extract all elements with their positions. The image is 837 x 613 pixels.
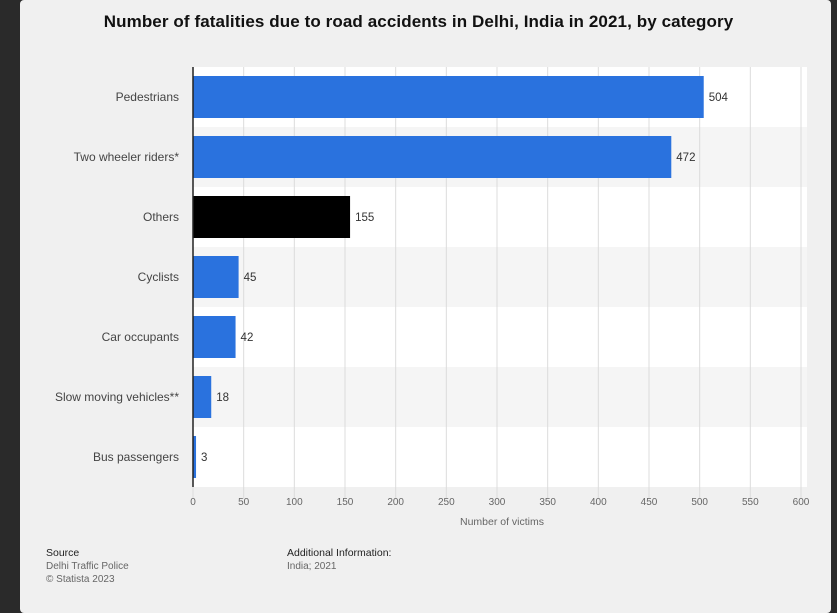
row-band (193, 427, 807, 487)
category-label: Two wheeler riders* (74, 150, 180, 164)
data-label: 42 (241, 332, 254, 344)
category-label: Pedestrians (116, 90, 179, 104)
x-tick-label: 50 (238, 497, 250, 508)
bar (193, 256, 239, 298)
x-tick-label: 300 (489, 497, 506, 508)
bar (193, 316, 236, 358)
bar (193, 196, 351, 238)
additional-info-line: India; 2021 (287, 561, 337, 572)
bar (193, 136, 672, 178)
category-label: Bus passengers (93, 450, 179, 464)
data-label: 18 (216, 392, 229, 404)
data-label: 472 (676, 152, 695, 164)
source-block: Source Delhi Traffic Police © Statista 2… (46, 547, 129, 586)
category-label: Others (143, 210, 179, 224)
data-label: 155 (355, 212, 374, 224)
additional-info-block: Additional Information: India; 2021 (287, 547, 391, 573)
x-tick-label: 350 (539, 497, 556, 508)
x-axis-title: Number of victims (460, 516, 544, 528)
row-band (193, 307, 807, 367)
x-tick-label: 250 (438, 497, 455, 508)
bar (193, 376, 212, 418)
x-tick-label: 550 (742, 497, 759, 508)
bar (193, 76, 704, 118)
x-tick-label: 400 (590, 497, 607, 508)
data-label: 45 (244, 272, 257, 284)
x-tick-label: 200 (387, 497, 404, 508)
x-tick-label: 450 (641, 497, 658, 508)
category-label: Car occupants (102, 330, 179, 344)
row-band (193, 247, 807, 307)
source-heading: Source (46, 547, 80, 559)
source-line: Delhi Traffic Police (46, 561, 129, 572)
x-tick-label: 0 (190, 497, 196, 508)
x-tick-label: 500 (691, 497, 708, 508)
copyright-line: © Statista 2023 (46, 574, 115, 585)
chart-title: Number of fatalities due to road acciden… (103, 12, 734, 31)
bar (193, 436, 197, 478)
row-band (193, 367, 807, 427)
category-label: Cyclists (138, 270, 179, 284)
data-label: 3 (201, 452, 207, 464)
x-tick-label: 150 (337, 497, 354, 508)
x-tick-label: 100 (286, 497, 303, 508)
x-tick-label: 600 (793, 497, 810, 508)
data-label: 504 (709, 92, 729, 104)
additional-info-heading: Additional Information: (287, 547, 392, 559)
category-label: Slow moving vehicles** (55, 390, 179, 404)
